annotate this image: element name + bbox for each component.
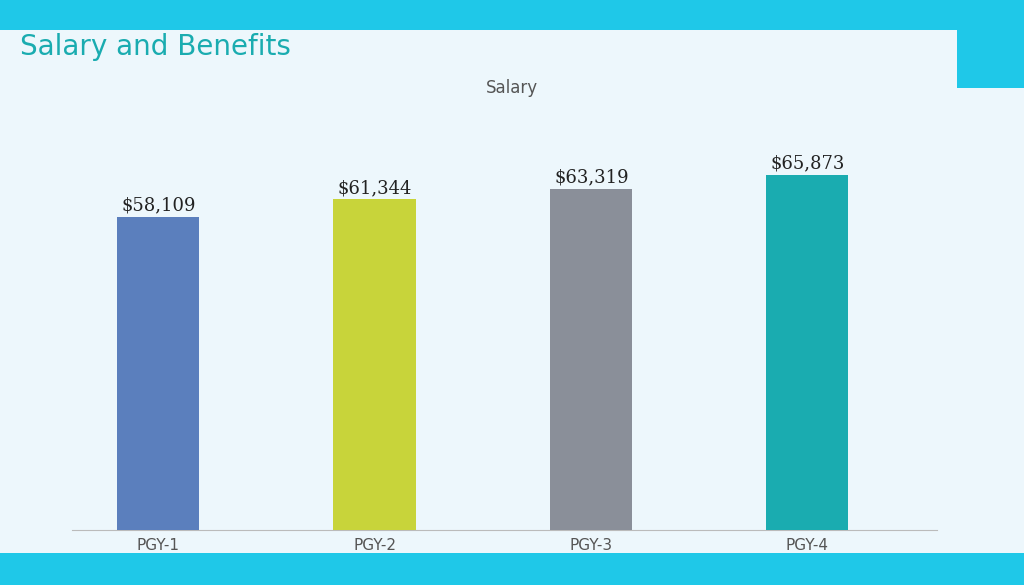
- Text: Salary and Benefits: Salary and Benefits: [20, 33, 292, 61]
- Text: $61,344: $61,344: [338, 179, 412, 197]
- Bar: [117, 216, 200, 529]
- Text: $65,873: $65,873: [770, 154, 845, 173]
- Bar: [550, 188, 632, 529]
- Bar: [766, 175, 848, 529]
- Text: $58,109: $58,109: [122, 197, 196, 215]
- Text: Salary: Salary: [486, 79, 538, 97]
- Bar: [334, 199, 416, 529]
- Text: $63,319: $63,319: [554, 168, 629, 187]
